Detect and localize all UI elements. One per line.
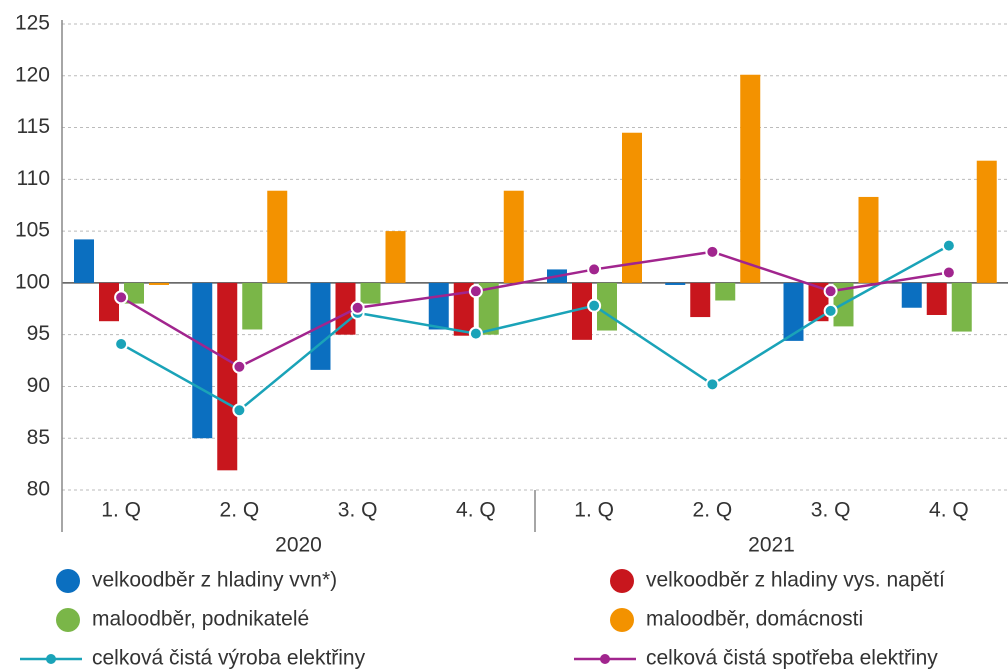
legend-marker (610, 569, 634, 593)
y-tick-label: 125 (15, 12, 50, 35)
bar (242, 282, 263, 330)
group-label: 2021 (748, 534, 795, 557)
y-tick-label: 85 (27, 426, 50, 449)
line-point (468, 326, 483, 341)
legend-label: velkoodběr z hladiny vys. napětí (646, 569, 945, 592)
bar (808, 282, 829, 322)
bar (503, 190, 524, 283)
legend-label: celková čistá spotřeba elektřiny (646, 647, 938, 670)
line-point (823, 303, 838, 318)
line-point (350, 300, 365, 315)
x-tick-label: 4. Q (929, 499, 969, 522)
bar (478, 282, 499, 335)
legend-marker (56, 608, 80, 632)
legend-marker (610, 608, 634, 632)
bar (149, 282, 169, 285)
legend-marker (600, 654, 610, 664)
bar (572, 282, 592, 340)
group-label: 2020 (275, 534, 322, 557)
y-tick-label: 115 (17, 115, 50, 138)
line-point (705, 244, 720, 259)
bar (267, 190, 288, 283)
line-point (468, 284, 483, 299)
line-point (232, 359, 247, 374)
bar (99, 282, 119, 322)
x-tick-label: 3. Q (338, 499, 378, 522)
legend-label: maloodběr, domácnosti (646, 608, 863, 631)
bar (124, 282, 144, 304)
y-tick-label: 90 (27, 374, 50, 397)
bar (428, 282, 449, 330)
bar (690, 282, 711, 318)
bar (715, 282, 736, 301)
bar (858, 196, 879, 283)
y-tick-label: 95 (27, 322, 50, 345)
line-point (114, 336, 129, 351)
bar (783, 282, 804, 341)
line (120, 250, 950, 369)
y-tick-label: 120 (15, 63, 50, 86)
bar (453, 282, 474, 336)
line-point (823, 284, 838, 299)
legend-marker (56, 569, 80, 593)
bar (740, 74, 761, 283)
bar (622, 132, 642, 283)
x-tick-label: 1. Q (574, 499, 614, 522)
bar (385, 231, 406, 283)
legend-label: celková čistá výroba elektřiny (92, 647, 366, 670)
bar (976, 160, 997, 283)
bar (217, 282, 238, 471)
x-tick-label: 2. Q (220, 499, 260, 522)
x-tick-label: 3. Q (811, 499, 851, 522)
line-point (587, 298, 602, 313)
y-tick-label: 105 (15, 219, 50, 242)
bar (926, 282, 947, 315)
y-tick-label: 110 (17, 167, 50, 190)
line-point (114, 290, 129, 305)
bar (360, 282, 381, 304)
x-tick-label: 4. Q (456, 499, 496, 522)
bar (951, 282, 972, 332)
line-point (232, 403, 247, 418)
line-point (705, 377, 720, 392)
bar (192, 282, 213, 439)
line-point (941, 265, 956, 280)
x-tick-label: 1. Q (101, 499, 141, 522)
bar (74, 239, 94, 283)
line (120, 244, 950, 412)
bar (665, 282, 686, 285)
bar (901, 282, 922, 308)
line-point (587, 262, 602, 277)
line-point (941, 238, 956, 253)
y-tick-label: 80 (27, 478, 50, 501)
bar (335, 282, 356, 335)
legend-label: maloodběr, podnikatelé (92, 608, 309, 631)
legend-label: velkoodběr z hladiny vvn*) (92, 569, 337, 592)
y-tick-label: 100 (15, 270, 50, 293)
legend-marker (46, 654, 56, 664)
x-tick-label: 2. Q (693, 499, 733, 522)
